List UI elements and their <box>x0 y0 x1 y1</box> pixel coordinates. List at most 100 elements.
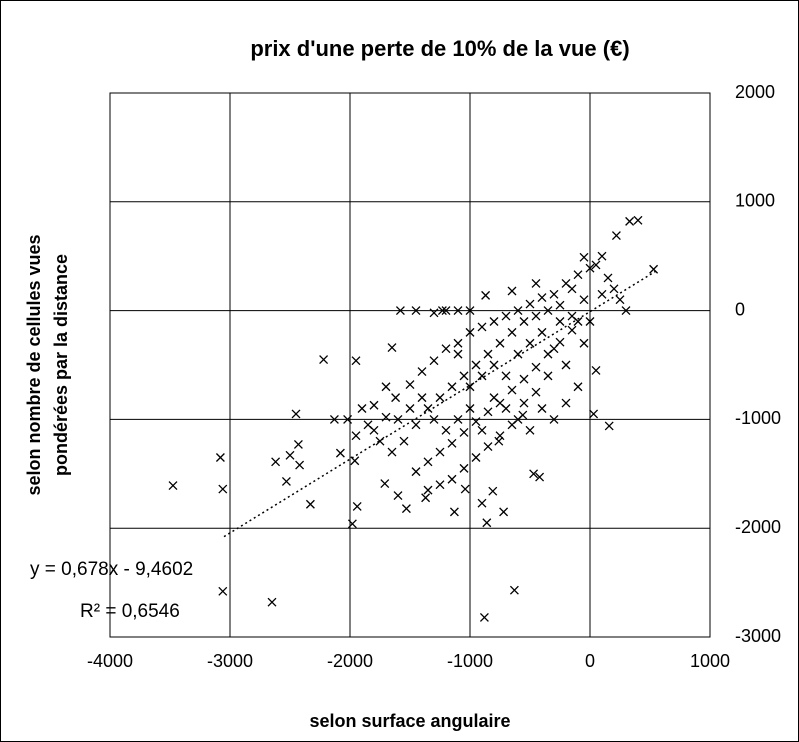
point <box>395 306 405 316</box>
point <box>488 486 498 496</box>
point <box>483 349 493 359</box>
point <box>609 284 619 294</box>
x-tick-label: -1000 <box>447 651 493 671</box>
x-tick-label: -3000 <box>207 651 253 671</box>
point-stroke <box>604 421 614 431</box>
point <box>218 484 228 494</box>
point <box>168 481 178 491</box>
point-stroke <box>271 457 281 467</box>
point <box>535 472 545 482</box>
point <box>401 504 411 514</box>
point <box>603 273 613 283</box>
point-stroke <box>561 278 571 288</box>
point <box>489 317 499 326</box>
point <box>513 306 523 316</box>
point-stroke <box>405 380 415 390</box>
point-stroke <box>573 382 583 392</box>
x-tick-label: -2000 <box>327 651 373 671</box>
point-stroke <box>281 476 291 486</box>
point <box>615 295 625 305</box>
point <box>597 289 607 299</box>
trendline-equation: y = 0,678x - 9,4602 <box>30 559 193 580</box>
point <box>477 371 487 381</box>
point-stroke <box>507 327 517 337</box>
point <box>380 479 390 489</box>
point-stroke <box>567 325 577 335</box>
point-stroke <box>417 367 427 376</box>
point-stroke <box>429 356 439 366</box>
point-stroke <box>477 425 487 435</box>
point <box>471 453 481 462</box>
point <box>417 367 427 376</box>
point <box>549 344 559 354</box>
point-stroke <box>597 289 607 299</box>
point <box>483 407 493 417</box>
point-stroke <box>399 436 409 446</box>
point-stroke <box>453 338 463 348</box>
point-stroke <box>495 338 505 348</box>
point-stroke <box>471 360 481 370</box>
point <box>351 431 361 441</box>
point-stroke <box>421 493 431 503</box>
point-stroke <box>495 398 505 408</box>
chart-title: prix d'une perte de 10% de la vue (€) <box>250 36 629 61</box>
point-stroke <box>435 447 445 457</box>
point <box>625 216 635 226</box>
point <box>429 308 439 318</box>
point-stroke <box>381 382 391 392</box>
point <box>411 420 421 430</box>
point <box>387 343 397 353</box>
point-stroke <box>441 306 451 316</box>
point <box>579 295 589 305</box>
point <box>423 404 433 413</box>
point-stroke <box>603 273 613 283</box>
point-stroke <box>519 398 529 408</box>
point <box>543 371 553 381</box>
point <box>449 507 459 517</box>
point-stroke <box>543 371 553 381</box>
point-stroke <box>535 472 545 482</box>
point <box>447 474 457 484</box>
point <box>591 365 601 375</box>
point <box>471 417 481 427</box>
x-tick-label: 0 <box>585 651 595 671</box>
point <box>453 349 463 359</box>
point-stroke <box>615 295 625 305</box>
point <box>429 414 439 424</box>
point-stroke <box>369 400 379 410</box>
point <box>477 322 487 332</box>
point-stroke <box>423 485 433 495</box>
point-stroke <box>449 507 459 517</box>
point-stroke <box>447 382 457 392</box>
point <box>489 393 499 403</box>
point-stroke <box>471 417 481 427</box>
point <box>561 398 571 408</box>
point-stroke <box>267 597 277 607</box>
point-stroke <box>488 486 498 496</box>
point <box>537 327 547 337</box>
point <box>393 414 403 424</box>
y-tick-label: 1000 <box>735 191 775 211</box>
point-stroke <box>481 290 491 300</box>
point <box>215 453 225 462</box>
point <box>509 585 519 595</box>
point <box>465 404 475 413</box>
point <box>421 493 431 503</box>
point-stroke <box>423 457 433 467</box>
point-stroke <box>453 306 463 316</box>
point-stroke <box>507 385 517 395</box>
point <box>525 338 535 348</box>
point-stroke <box>329 414 339 424</box>
point-stroke <box>494 436 504 446</box>
point-stroke <box>453 349 463 359</box>
point-stroke <box>483 349 493 359</box>
point-stroke <box>387 343 397 353</box>
point <box>417 393 427 403</box>
point-stroke <box>543 306 553 316</box>
point-stroke <box>391 393 401 403</box>
point-stroke <box>579 252 589 262</box>
point <box>481 290 491 300</box>
point <box>507 286 517 296</box>
point-stroke <box>519 317 529 326</box>
point-stroke <box>453 414 463 424</box>
